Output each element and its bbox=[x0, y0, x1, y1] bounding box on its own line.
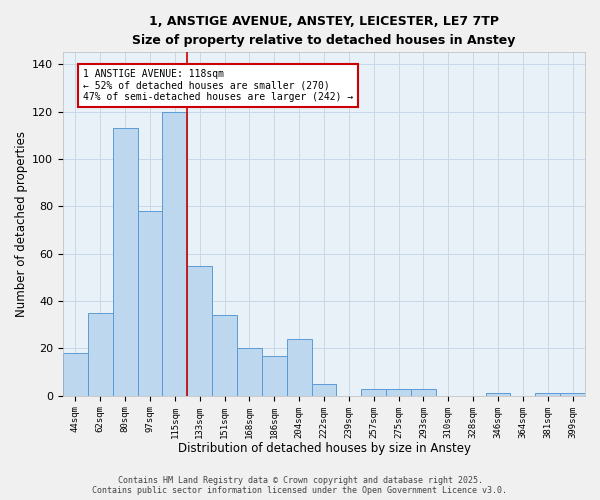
X-axis label: Distribution of detached houses by size in Anstey: Distribution of detached houses by size … bbox=[178, 442, 470, 455]
Bar bbox=[113, 128, 137, 396]
Text: Contains HM Land Registry data © Crown copyright and database right 2025.
Contai: Contains HM Land Registry data © Crown c… bbox=[92, 476, 508, 495]
Bar bbox=[361, 389, 386, 396]
Bar bbox=[163, 112, 187, 396]
Bar bbox=[237, 348, 262, 396]
Bar bbox=[262, 356, 287, 396]
Bar bbox=[137, 211, 163, 396]
Bar bbox=[287, 339, 311, 396]
Bar bbox=[386, 389, 411, 396]
Bar bbox=[535, 394, 560, 396]
Bar bbox=[187, 266, 212, 396]
Bar bbox=[63, 353, 88, 396]
Bar bbox=[311, 384, 337, 396]
Bar bbox=[212, 316, 237, 396]
Bar bbox=[88, 313, 113, 396]
Bar bbox=[485, 394, 511, 396]
Text: 1 ANSTIGE AVENUE: 118sqm
← 52% of detached houses are smaller (270)
47% of semi-: 1 ANSTIGE AVENUE: 118sqm ← 52% of detach… bbox=[83, 69, 353, 102]
Y-axis label: Number of detached properties: Number of detached properties bbox=[15, 131, 28, 317]
Title: 1, ANSTIGE AVENUE, ANSTEY, LEICESTER, LE7 7TP
Size of property relative to detac: 1, ANSTIGE AVENUE, ANSTEY, LEICESTER, LE… bbox=[133, 15, 515, 47]
Bar bbox=[560, 394, 585, 396]
Bar bbox=[411, 389, 436, 396]
